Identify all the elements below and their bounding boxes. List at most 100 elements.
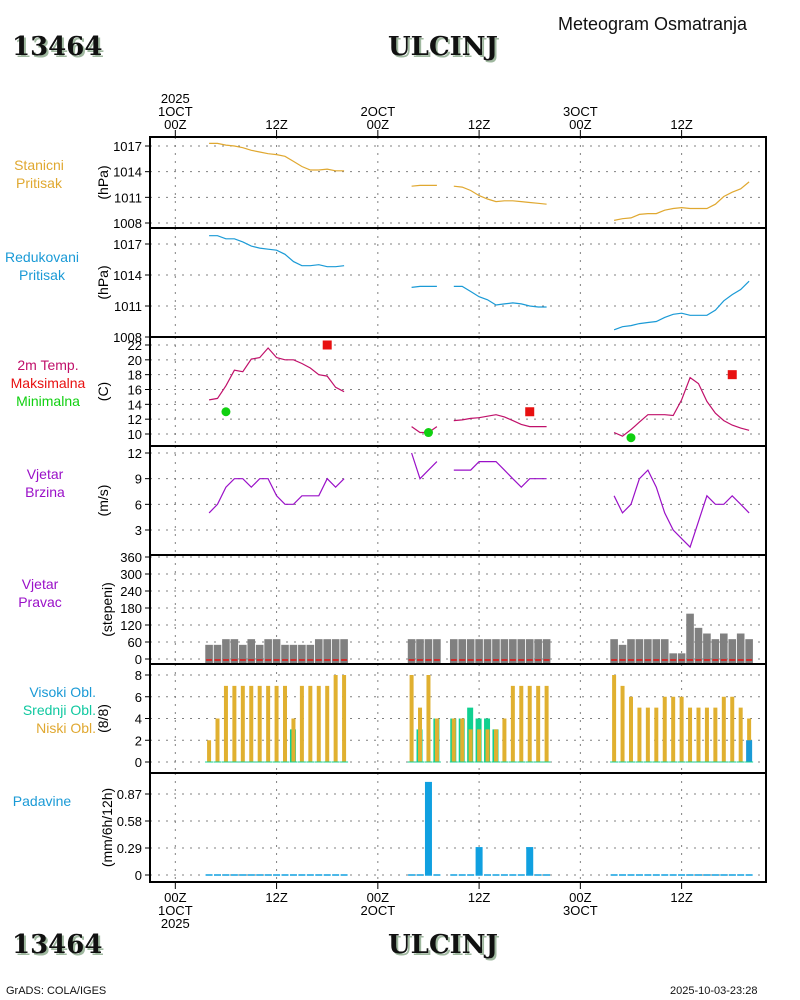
max-temp-marker (525, 407, 535, 417)
reduced-pressure-line (613, 280, 750, 331)
wind-dir-bar (314, 639, 323, 663)
wind-dir-bar (745, 639, 753, 663)
wind-dir-bar (660, 639, 669, 663)
y-tick-label: 0.87 (117, 787, 142, 802)
wind-dir-bar (340, 639, 348, 663)
low-cloud-bar (738, 707, 743, 762)
low-cloud-bar (645, 707, 650, 762)
wind-dir-bar (686, 613, 694, 663)
y-axis-label: (C) (95, 382, 111, 401)
low-cloud-bar (249, 685, 254, 762)
low-cloud-bar (240, 685, 245, 762)
label-line: Redukovani (5, 249, 79, 265)
y-tick-label: 4 (135, 712, 142, 727)
label-line: Vjetar (26, 466, 64, 482)
x-tick-label-top: 1OCT (158, 104, 193, 119)
chart-title: Meteogram Osmatranja (558, 14, 748, 34)
low-cloud-bar (477, 729, 482, 762)
y-tick-label: 1008 (113, 216, 142, 231)
wind-dir-bar (644, 639, 652, 663)
label-line: Brzina (25, 484, 65, 500)
y-tick-label: 60 (128, 635, 142, 650)
x-tick-label-top: 12Z (265, 117, 287, 132)
panel-frame (149, 227, 767, 338)
y-tick-label: 3 (135, 523, 142, 538)
wind-dir-bar (728, 639, 737, 663)
low-cloud-bar (485, 729, 490, 762)
low-cloud-bar (688, 707, 693, 762)
low-cloud-bar (721, 696, 726, 762)
wind-dir-bar (416, 639, 424, 663)
low-cloud-bar (257, 685, 262, 762)
label-line: Visoki Obl. (29, 684, 96, 700)
wind-dir-bar (635, 639, 644, 663)
wind-dir-bar (239, 644, 247, 663)
label-line: Padavine (12, 793, 72, 809)
x-tick-label-top: 00Z (164, 117, 186, 132)
y-axis-label: (stepeni) (99, 582, 115, 636)
wind-dir-bar (298, 644, 306, 663)
y-tick-label: 12 (128, 412, 142, 427)
low-cloud-bar (418, 707, 423, 762)
x-tick-label-top: 00Z (569, 117, 591, 132)
label-line: Pravac (18, 594, 62, 610)
wind-dir-bar (230, 639, 239, 663)
y-tick-label: 2 (135, 733, 142, 748)
wind-dir-bar (711, 639, 720, 663)
wind-dir-bar (255, 644, 264, 663)
label-line: 2m Temp. (17, 357, 79, 373)
panel-frame (149, 136, 767, 229)
min-temp-marker (221, 407, 231, 417)
y-axis-label: (8/8) (95, 704, 111, 733)
x-tick-label-bottom: 12Z (670, 890, 692, 905)
y-tick-label: 0 (135, 652, 142, 667)
low-cloud-bar (299, 685, 304, 762)
station-pressure-line (613, 181, 750, 221)
wind-dir-bar (525, 639, 534, 663)
low-cloud-bar (333, 675, 338, 762)
low-cloud-bar (713, 707, 718, 762)
panel-label-wind-speed: Vjetar Brzina (0, 465, 90, 501)
wind-dir-bar (323, 639, 332, 663)
wind-dir-bar (433, 639, 441, 663)
panel-label-precip: Padavine (0, 792, 84, 810)
y-tick-label: 0 (135, 868, 142, 883)
wind-dir-bar (466, 639, 475, 663)
wind-dir-bar (458, 639, 467, 663)
y-tick-label: 14 (128, 397, 142, 412)
y-tick-label: 1017 (113, 139, 142, 154)
y-tick-label: 8 (135, 668, 142, 683)
temperature-line (208, 347, 345, 401)
low-cloud-bar (654, 707, 659, 762)
low-cloud-bar (325, 685, 330, 762)
low-cloud-bar (460, 718, 465, 762)
low-cloud-bar (637, 707, 642, 762)
wind-dir-bar (542, 639, 551, 663)
low-cloud-bar (342, 675, 347, 762)
y-tick-label: 0 (135, 755, 142, 770)
y-tick-label: 120 (120, 618, 142, 633)
panel-frame (149, 445, 767, 556)
max-temp-marker (322, 340, 332, 350)
low-cloud-bar (468, 729, 473, 762)
wind-dir-bar (509, 639, 517, 663)
x-tick-label-bottom: 12Z (265, 890, 287, 905)
low-cloud-bar (510, 685, 515, 762)
y-tick-label: 9 (135, 472, 142, 487)
x-tick-label-bottom: 00Z (367, 890, 389, 905)
high-cloud-bar (746, 740, 753, 762)
label-line: Pritisak (16, 175, 62, 191)
low-cloud-bar (620, 685, 625, 762)
station-name-top: ULCINJ (388, 32, 498, 62)
wind-dir-bar (618, 644, 627, 663)
low-cloud-bar (283, 685, 288, 762)
low-cloud-bar (493, 729, 498, 762)
wind-dir-bar (652, 639, 661, 663)
y-tick-label: 0.58 (117, 814, 142, 829)
y-tick-label: 1017 (113, 237, 142, 252)
low-cloud-bar (409, 675, 414, 762)
station-id-top: 13464 (12, 32, 103, 62)
label-line: Srednji Obl. (22, 702, 96, 718)
min-temp-marker (423, 428, 433, 438)
